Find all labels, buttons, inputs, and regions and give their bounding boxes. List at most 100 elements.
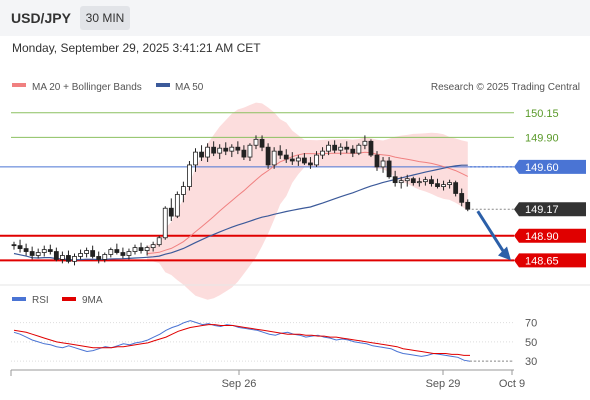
candle-body xyxy=(332,144,338,151)
candle xyxy=(114,243,120,255)
candle-body xyxy=(229,146,235,152)
candle xyxy=(410,176,416,186)
candle xyxy=(60,251,65,264)
candle-body xyxy=(338,146,344,151)
candle xyxy=(84,247,89,258)
candle xyxy=(35,248,41,259)
candle xyxy=(435,178,440,189)
candle-body xyxy=(465,201,471,210)
candle xyxy=(47,244,53,255)
candle-body xyxy=(289,158,295,162)
ma20-line xyxy=(147,151,469,255)
candle xyxy=(217,144,223,160)
candle xyxy=(374,151,380,171)
candle-body xyxy=(211,146,217,154)
candle xyxy=(301,153,307,165)
x-tick-label-Sep 29: Sep 29 xyxy=(426,378,461,390)
candle xyxy=(168,198,174,222)
candle xyxy=(465,199,471,212)
candle xyxy=(102,252,108,263)
candle-body xyxy=(295,157,301,162)
candle-body xyxy=(156,237,162,246)
candle xyxy=(205,143,211,162)
candle xyxy=(247,143,253,161)
candle-body xyxy=(90,250,96,257)
candle-body xyxy=(277,150,283,156)
timeframe-button[interactable]: 30 MIN xyxy=(80,6,130,30)
level-tag-148.65 xyxy=(514,253,586,268)
candle-body xyxy=(410,178,416,184)
candle-body xyxy=(126,251,132,256)
candle-body xyxy=(35,252,41,256)
candle xyxy=(174,191,180,219)
rsi-ma9-line xyxy=(13,324,470,356)
candle xyxy=(235,141,241,155)
candle xyxy=(126,248,132,260)
candle xyxy=(132,244,138,255)
level-tag-text-149.17: 149.17 xyxy=(525,204,559,216)
candle xyxy=(368,139,374,158)
candle-body xyxy=(235,146,241,151)
candle-body xyxy=(429,179,434,185)
candle-body xyxy=(78,253,83,257)
ma50-legend-swatch xyxy=(156,83,170,87)
candle-body xyxy=(374,154,380,168)
candle xyxy=(277,145,283,160)
candle-body xyxy=(60,255,65,260)
candle xyxy=(459,188,465,207)
candle-body xyxy=(84,250,89,254)
candle xyxy=(441,180,446,191)
candle xyxy=(453,180,459,197)
candle-body xyxy=(259,138,265,148)
candle xyxy=(187,160,192,191)
candle xyxy=(41,245,47,257)
candle xyxy=(344,141,350,154)
candle xyxy=(96,251,102,264)
candle-body xyxy=(132,247,138,252)
candle-body xyxy=(47,249,53,252)
candle xyxy=(253,135,259,150)
candle xyxy=(386,157,392,179)
candle xyxy=(193,148,198,172)
candle xyxy=(447,179,453,189)
forecast-arrow-shaft xyxy=(476,210,506,254)
candle-body xyxy=(459,193,465,203)
candle xyxy=(320,147,325,160)
candle-body xyxy=(150,244,156,249)
candle-body xyxy=(72,256,77,262)
candle-body xyxy=(199,151,204,158)
candle-body xyxy=(301,157,307,164)
candle xyxy=(78,249,83,260)
candle xyxy=(362,135,368,150)
candle-body xyxy=(265,146,271,166)
level-tag-text-148.65: 148.65 xyxy=(525,255,559,267)
candle-body xyxy=(283,154,289,160)
candle xyxy=(326,141,332,156)
candle-body xyxy=(422,179,428,183)
ma50-legend-label: MA 50 xyxy=(175,82,204,93)
candle-body xyxy=(362,140,368,146)
candle-body xyxy=(380,160,386,168)
candle-body xyxy=(168,207,174,217)
candle xyxy=(144,245,150,256)
level-tag-text-149.60: 149.60 xyxy=(525,162,559,174)
candle xyxy=(308,157,313,169)
ma9-legend-label: 9MA xyxy=(82,295,103,306)
ma20-legend-swatch xyxy=(12,83,26,87)
bollinger-band-area xyxy=(147,102,468,300)
forecast-arrow-head xyxy=(498,246,511,261)
candle xyxy=(17,239,23,253)
candle xyxy=(90,245,96,259)
candle-body xyxy=(114,249,120,253)
candle-body xyxy=(217,147,223,154)
candle xyxy=(108,247,114,258)
candle xyxy=(380,157,386,173)
candle-body xyxy=(193,151,198,166)
candle-body xyxy=(41,249,47,253)
rsi-line xyxy=(13,320,471,362)
candle xyxy=(332,140,338,154)
x-tick-label-Oct 9: Oct 9 xyxy=(499,378,525,390)
candle xyxy=(271,147,277,169)
candle-body xyxy=(187,164,192,187)
candle-body xyxy=(180,186,186,195)
